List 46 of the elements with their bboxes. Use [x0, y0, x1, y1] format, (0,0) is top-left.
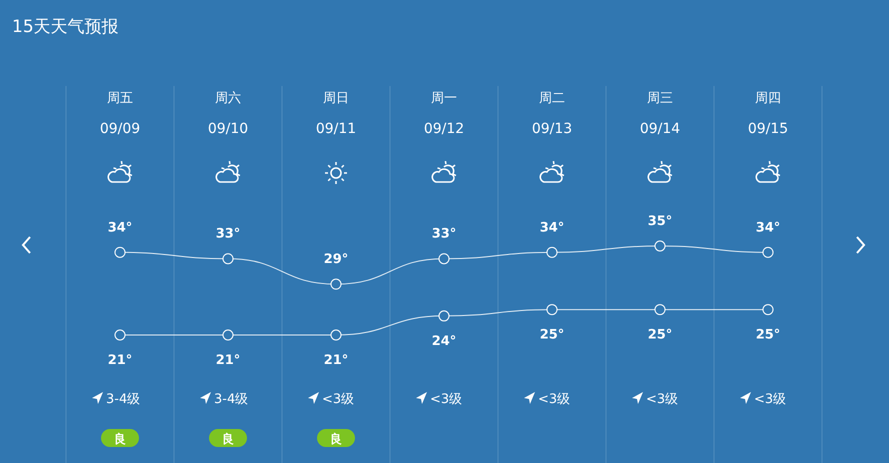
- data-label: 21°: [108, 353, 132, 368]
- point: [654, 304, 666, 316]
- data-label: 33°: [216, 226, 240, 242]
- point: [222, 330, 234, 340]
- point: [438, 310, 450, 322]
- text: 3-4级: [106, 392, 140, 407]
- data-label: 34°: [756, 220, 780, 236]
- data-label: 25°: [648, 328, 672, 343]
- x-tick-label: 周日 09/11: [316, 91, 356, 137]
- data-label: 25°: [540, 328, 564, 343]
- text: <3级: [430, 392, 462, 407]
- point: [114, 330, 126, 340]
- point: [438, 253, 450, 264]
- text: 良: [114, 432, 126, 446]
- data-label: 21°: [324, 353, 348, 368]
- data-label: 21°: [216, 353, 240, 368]
- data-label: 35°: [648, 214, 672, 229]
- point: [222, 253, 234, 264]
- text: <3级: [538, 392, 570, 407]
- point: [546, 246, 558, 258]
- data-label: 33°: [432, 226, 456, 242]
- text: <3级: [322, 392, 354, 407]
- x-tick-label: 周三 09/14: [640, 91, 680, 137]
- point: [330, 330, 342, 340]
- point: [762, 304, 774, 316]
- data-label: 24°: [432, 334, 456, 349]
- data-label: 29°: [324, 252, 348, 268]
- text: <3级: [754, 392, 786, 407]
- x-tick-label: 周五 09/09: [100, 91, 140, 137]
- text: <3级: [646, 392, 678, 407]
- x-tick-label: 周一 09/12: [424, 91, 464, 137]
- data-label: 25°: [756, 328, 780, 343]
- text: 良: [222, 432, 234, 446]
- data-label: 34°: [108, 220, 132, 236]
- x-tick-label: 周六 09/10: [208, 91, 248, 137]
- x-tick-label: 周四 09/15: [748, 91, 788, 137]
- point: [762, 246, 774, 258]
- point: [654, 240, 666, 252]
- point: [546, 304, 558, 316]
- data-label: 34°: [540, 220, 564, 236]
- chart-title: 15天天气预报: [12, 17, 119, 37]
- point: [330, 278, 342, 290]
- text: 良: [330, 432, 342, 446]
- point: [114, 246, 126, 258]
- x-tick-label: 周二 09/13: [532, 91, 572, 137]
- text: 3-4级: [214, 392, 248, 407]
